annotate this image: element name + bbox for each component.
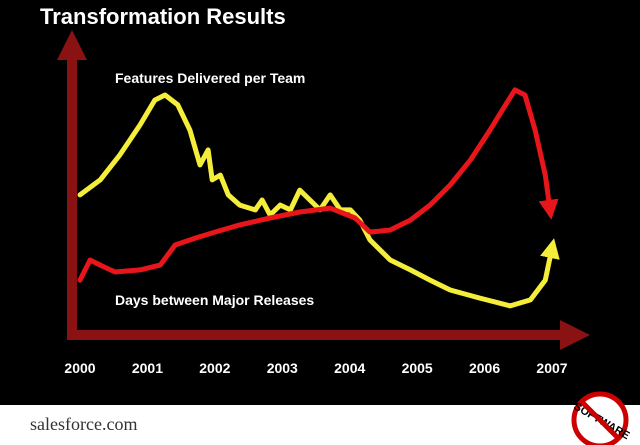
x-tick-label: 2003 (267, 360, 298, 376)
x-tick-label: 2005 (402, 360, 433, 376)
x-tick-label: 2006 (469, 360, 500, 376)
series-line (77, 92, 560, 309)
x-tick-label: 2004 (334, 360, 365, 376)
footer-bar (0, 405, 640, 445)
x-tick-label: 2000 (64, 360, 95, 376)
x-tick-label: 2002 (199, 360, 230, 376)
series-line (77, 87, 559, 283)
footer-logo: salesforce.com (30, 414, 137, 434)
series-label: Features Delivered per Team (115, 70, 305, 86)
chart-title: Transformation Results (40, 4, 286, 29)
x-tick-label: 2001 (132, 360, 163, 376)
x-tick-label: 2007 (536, 360, 567, 376)
badge-slash (580, 400, 620, 440)
series-label: Days between Major Releases (115, 292, 314, 308)
